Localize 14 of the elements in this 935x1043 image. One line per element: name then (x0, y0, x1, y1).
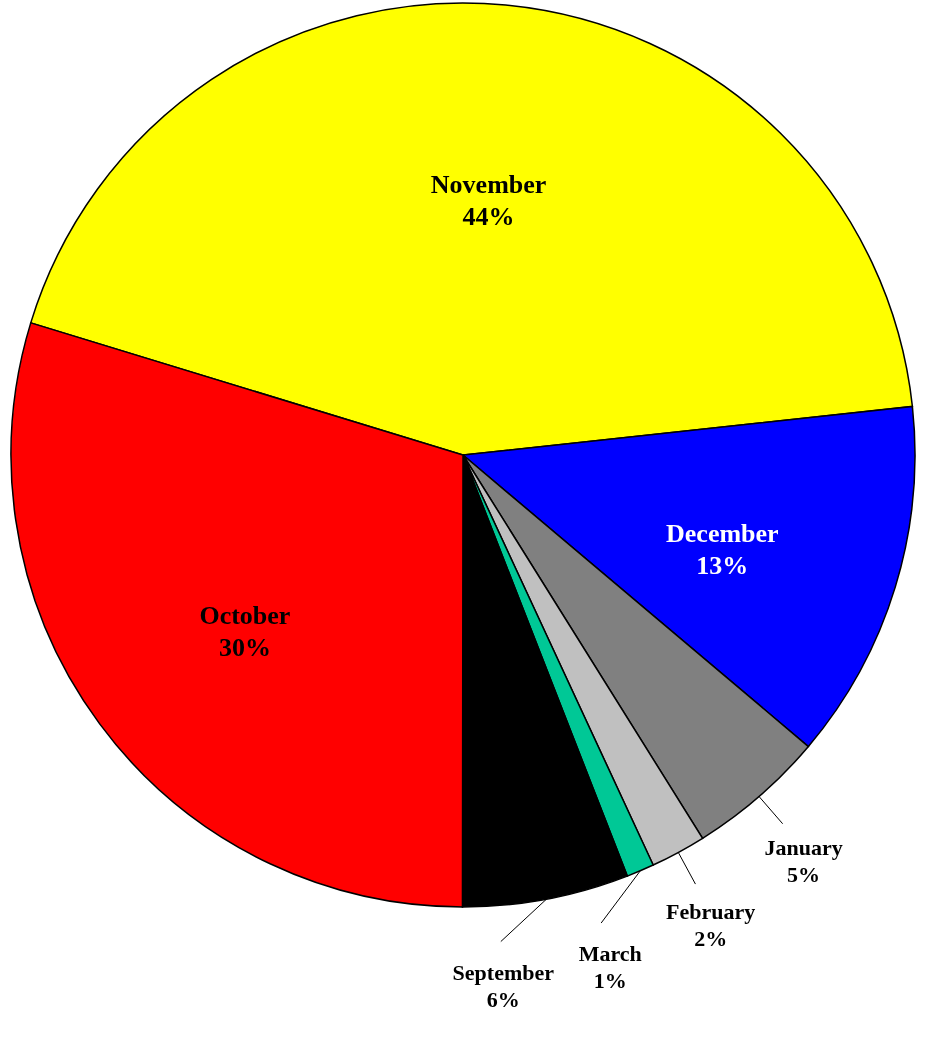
data-label: 13% (696, 551, 749, 581)
slice-label: February (666, 899, 756, 925)
slice-label: January (764, 834, 843, 860)
data-label: 44% (462, 202, 515, 232)
slice-label: March (578, 940, 642, 966)
data-label: 6% (486, 987, 520, 1013)
slice-label: October (199, 601, 291, 631)
data-label: 30% (218, 633, 271, 663)
slice-label: November (430, 170, 547, 200)
data-label: 1% (593, 967, 627, 993)
slice-label: September (452, 960, 555, 986)
slice-label: December (666, 519, 779, 549)
data-label: 2% (694, 926, 728, 952)
data-label: 5% (787, 861, 821, 887)
